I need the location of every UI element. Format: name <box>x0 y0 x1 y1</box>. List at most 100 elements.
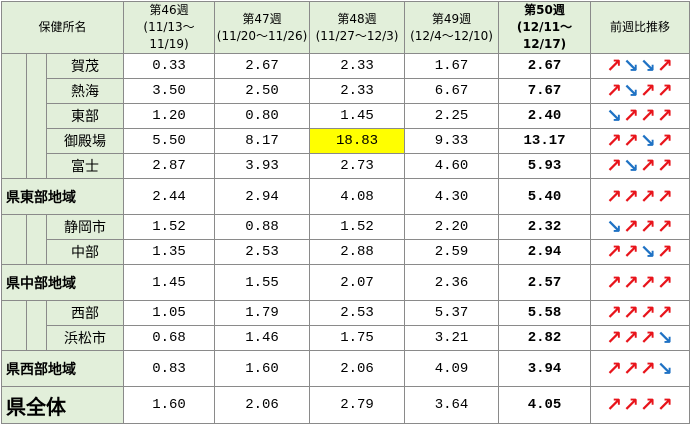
trend-arrow: ↗ <box>606 241 624 263</box>
trend-arrow: ↗ <box>640 155 657 177</box>
trend-arrow: ↗ <box>656 216 674 238</box>
trend-arrow: ↘ <box>623 55 641 77</box>
area-name: 静岡市 <box>45 214 125 240</box>
trend-arrow: ↗ <box>606 185 624 208</box>
group-indent <box>26 214 47 265</box>
value-cell: 1.52 <box>309 214 406 240</box>
value-cell: 2.44 <box>123 178 216 215</box>
trend-cell: ↗↗↘↗ <box>590 239 690 265</box>
trend-arrow: ↗ <box>606 302 624 324</box>
value-cell: 3.50 <box>123 78 216 104</box>
area-row: 中部 1.35 2.53 2.88 2.59 2.94 ↗↗↘↗ <box>2 239 690 265</box>
area-name: 中部 <box>45 239 125 265</box>
trend-arrow: ↗ <box>656 105 674 127</box>
table-body: 賀茂 0.33 2.67 2.33 1.67 2.67 ↗↘↘↗ 熱海 3.50 2.50 2.33… <box>0 53 690 424</box>
value-cell: 1.55 <box>214 264 311 301</box>
value-cell: 2.50 <box>214 78 311 104</box>
area-row: 西部 1.05 1.79 2.53 5.37 5.58 ↗↗↗↗ <box>1 300 690 351</box>
value-cell: 2.07 <box>309 264 406 301</box>
trend-arrow: ↘ <box>606 216 624 238</box>
value-cell: 3.64 <box>404 386 500 424</box>
trend-arrow: ↗ <box>623 394 641 416</box>
value-cell: 4.09 <box>404 350 500 387</box>
trend-cell: ↗↗↗↘ <box>590 350 690 387</box>
trend-arrow: ↗ <box>640 216 657 238</box>
trend-arrow: ↗ <box>656 394 674 416</box>
week-header: 第49週 (12/4～12/10) <box>404 1 500 54</box>
trend-arrow: ↗ <box>640 185 657 208</box>
area-name: 熱海 <box>45 78 125 104</box>
value-cell: 1.46 <box>214 325 311 351</box>
trend-arrow: ↗ <box>623 216 641 238</box>
trend-cell: ↘↗↗↗ <box>590 214 690 240</box>
trend-arrow: ↗ <box>606 357 624 380</box>
value-cell: 1.60 <box>123 386 216 424</box>
value-cell: 1.45 <box>309 103 406 129</box>
trend-arrow: ↘ <box>656 357 674 380</box>
week-header: 第48週 (11/27～12/3) <box>309 1 406 54</box>
trend-arrow: ↗ <box>623 302 641 324</box>
value-cell: 2.53 <box>214 239 311 265</box>
week-header: 第47週 (11/20～11/26) <box>214 1 311 54</box>
trend-arrow: ↘ <box>640 55 657 77</box>
value-cell: 5.37 <box>404 300 500 326</box>
value-cell: 1.05 <box>123 300 216 326</box>
value-cell: 1.45 <box>123 264 216 301</box>
value-cell: 3.94 <box>498 350 592 387</box>
value-cell: 3.93 <box>214 153 311 179</box>
value-cell: 6.67 <box>404 78 500 104</box>
value-cell: 5.93 <box>498 153 592 179</box>
area-row: 富士 2.87 3.93 2.73 4.60 5.93 ↗↘↗↗ <box>2 153 690 179</box>
trend-arrow: ↗ <box>623 185 641 208</box>
trend-arrow: ↘ <box>606 105 624 127</box>
week-range: (11/27～12/3) <box>315 28 399 43</box>
value-cell: 2.20 <box>404 214 500 240</box>
value-cell: 2.33 <box>309 53 406 79</box>
value-cell: 7.67 <box>498 78 592 104</box>
trend-arrow: ↗ <box>656 55 674 77</box>
value-cell: 1.60 <box>214 350 311 387</box>
trend-arrow: ↗ <box>606 130 624 152</box>
overall-row: 県全体 1.60 2.06 2.79 3.64 4.05 ↗↗↗↗ <box>0 386 690 424</box>
value-cell: 4.30 <box>404 178 500 215</box>
trend-arrow: ↗ <box>606 394 624 416</box>
trend-arrow: ↗ <box>623 271 641 294</box>
trend-cell: ↗↗↘↗ <box>590 128 690 154</box>
value-cell: 5.50 <box>123 128 216 154</box>
value-cell: 4.08 <box>309 178 406 215</box>
trend-arrow: ↗ <box>640 327 657 349</box>
header-row: 保健所名 第46週 (11/13～11/19) 第47週 (11/20～11/26) 第… <box>0 1 690 54</box>
overall-name: 県全体 <box>0 386 125 424</box>
area-row: 御殿場 5.50 8.17 18.83 9.33 13.17 ↗↗↘↗ <box>2 128 690 154</box>
week-label: 第47週 <box>242 11 282 26</box>
value-cell: 0.33 <box>123 53 216 79</box>
name-header: 保健所名 <box>0 1 125 54</box>
trend-arrow: ↗ <box>656 185 674 208</box>
value-cell: 2.53 <box>309 300 406 326</box>
region-name: 県中部地域 <box>0 264 125 301</box>
value-cell: 1.20 <box>123 103 216 129</box>
week-range: (12/11～12/17) <box>516 20 573 51</box>
region-row: 県中部地域 1.45 1.55 2.07 2.36 2.57 ↗↗↗↗ <box>0 264 690 301</box>
value-cell: 1.67 <box>404 53 500 79</box>
value-cell: 0.88 <box>214 214 311 240</box>
trend-arrow: ↗ <box>640 80 657 102</box>
value-cell: 5.40 <box>498 178 592 215</box>
value-cell: 2.06 <box>214 386 311 424</box>
region-name: 県西部地域 <box>0 350 125 387</box>
value-cell: 2.59 <box>404 239 500 265</box>
value-cell: 1.79 <box>214 300 311 326</box>
area-row: 賀茂 0.33 2.67 2.33 1.67 2.67 ↗↘↘↗ <box>1 53 690 179</box>
group-strip <box>1 214 27 265</box>
value-cell: 2.82 <box>498 325 592 351</box>
value-cell: 2.94 <box>214 178 311 215</box>
trend-arrow: ↘ <box>656 327 674 349</box>
week-range: (11/20～11/26) <box>216 28 308 43</box>
value-cell: 2.32 <box>498 214 592 240</box>
trend-arrow: ↗ <box>656 271 674 294</box>
trend-arrow: ↗ <box>656 80 674 102</box>
area-row: 熱海 3.50 2.50 2.33 6.67 7.67 ↗↘↗↗ <box>2 78 690 104</box>
trend-cell: ↗↗↗↘ <box>590 325 690 351</box>
area-row: 静岡市 1.52 0.88 1.52 2.20 2.32 ↘↗↗↗ <box>1 214 690 265</box>
value-cell: 0.68 <box>123 325 216 351</box>
